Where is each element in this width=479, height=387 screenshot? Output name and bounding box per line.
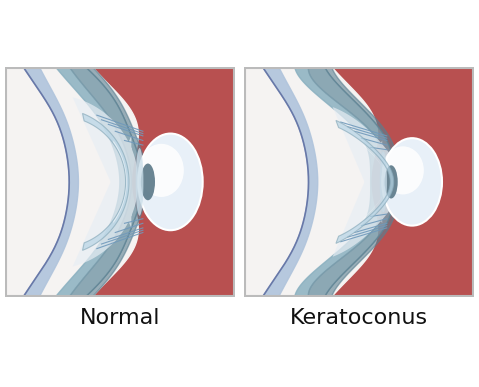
Polygon shape — [72, 97, 138, 267]
Polygon shape — [262, 67, 318, 297]
Ellipse shape — [385, 165, 398, 199]
Text: Normal: Normal — [80, 308, 160, 329]
Ellipse shape — [382, 138, 442, 226]
Ellipse shape — [380, 151, 387, 212]
Ellipse shape — [141, 164, 155, 200]
Polygon shape — [82, 113, 129, 250]
Polygon shape — [244, 67, 474, 297]
Polygon shape — [362, 144, 387, 220]
Text: Keratoconus: Keratoconus — [290, 308, 428, 329]
Ellipse shape — [382, 146, 424, 194]
Polygon shape — [244, 67, 377, 297]
Polygon shape — [336, 120, 394, 243]
Polygon shape — [85, 67, 148, 297]
Polygon shape — [295, 67, 383, 297]
Ellipse shape — [139, 144, 184, 197]
Ellipse shape — [138, 134, 203, 230]
Polygon shape — [69, 67, 143, 297]
Polygon shape — [308, 67, 394, 297]
Ellipse shape — [136, 148, 143, 216]
Polygon shape — [5, 67, 138, 297]
Polygon shape — [113, 140, 127, 223]
Polygon shape — [5, 67, 235, 297]
Polygon shape — [332, 107, 400, 257]
Polygon shape — [325, 67, 398, 297]
Polygon shape — [56, 67, 131, 297]
Polygon shape — [23, 67, 79, 297]
